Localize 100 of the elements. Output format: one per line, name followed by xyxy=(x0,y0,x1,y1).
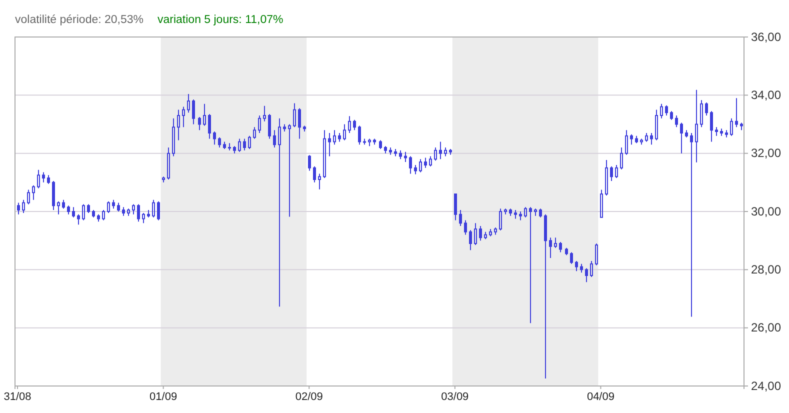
candlestick xyxy=(198,116,201,131)
candlestick xyxy=(539,208,542,218)
candlestick xyxy=(519,211,522,221)
x-tick-label: 04/09 xyxy=(586,390,614,403)
candlestick xyxy=(559,242,562,253)
candlestick xyxy=(524,206,527,218)
candlestick xyxy=(419,158,422,173)
candlestick xyxy=(384,146,387,154)
candlestick xyxy=(740,122,743,131)
candlestick xyxy=(700,100,703,128)
candlestick xyxy=(414,164,417,175)
candlestick xyxy=(288,124,291,218)
candlestick xyxy=(645,132,648,142)
candlestick xyxy=(92,210,95,218)
candlestick xyxy=(570,252,573,264)
candlestick xyxy=(323,130,326,179)
candlestick xyxy=(399,150,402,160)
candlestick xyxy=(328,132,331,157)
candlestick xyxy=(404,151,407,163)
candlestick xyxy=(77,214,80,226)
candlestick xyxy=(464,220,467,236)
candlestick xyxy=(655,109,658,141)
candlestick xyxy=(218,136,221,148)
candlestick xyxy=(228,142,231,151)
candlestick xyxy=(620,147,623,170)
candlestick xyxy=(283,124,286,132)
candlestick xyxy=(152,199,155,218)
candlestick xyxy=(298,108,301,140)
candlestick xyxy=(580,263,583,274)
candlestick xyxy=(379,140,382,150)
candlestick xyxy=(635,135,638,144)
candlestick xyxy=(313,166,316,183)
candlestick xyxy=(730,118,733,136)
candlestick xyxy=(514,210,517,220)
candlestick xyxy=(343,124,346,141)
candlestick xyxy=(338,132,341,142)
y-tick-label: 36,00 xyxy=(751,30,782,44)
candlestick xyxy=(248,135,251,150)
candlestick xyxy=(715,126,718,136)
candlestick xyxy=(142,212,145,224)
candlestick xyxy=(208,114,211,140)
candlestick xyxy=(112,199,115,210)
y-tick-label: 32,00 xyxy=(751,146,782,160)
candlestick xyxy=(273,130,276,148)
candlestick xyxy=(67,205,70,215)
candlestick xyxy=(630,134,633,146)
candlestick xyxy=(680,122,683,154)
candlestick xyxy=(122,206,125,216)
candlestick xyxy=(278,118,281,308)
x-tick-label: 31/08 xyxy=(4,390,32,403)
candlestick xyxy=(147,210,150,218)
y-tick-label: 30,00 xyxy=(751,204,782,218)
candlestick xyxy=(675,115,678,128)
candlestick xyxy=(27,189,30,205)
candlestick xyxy=(107,200,110,214)
candlestick xyxy=(157,200,160,221)
candlestick xyxy=(97,214,100,222)
candlestick xyxy=(72,206,75,218)
candlestick xyxy=(308,154,311,172)
candlestick xyxy=(650,132,653,146)
candlestick xyxy=(509,208,512,216)
candlestick xyxy=(685,130,688,138)
candlestick xyxy=(37,169,40,189)
candlestick xyxy=(258,115,261,134)
candlestick xyxy=(132,204,135,215)
candlestick xyxy=(263,105,266,122)
candlestick xyxy=(529,206,532,324)
candlestick xyxy=(665,104,668,116)
candlestick xyxy=(554,237,557,248)
candlestick xyxy=(57,200,60,215)
candlestick xyxy=(424,157,427,168)
candlestick xyxy=(213,131,216,146)
candlestick xyxy=(177,109,180,141)
candlestick xyxy=(243,138,246,151)
candlestick xyxy=(353,119,356,131)
text: volatilité période: 20,53% xyxy=(15,14,144,26)
candlestick xyxy=(82,204,85,221)
candlestick xyxy=(499,208,502,231)
candlestick xyxy=(640,138,643,146)
candlestick xyxy=(52,180,55,211)
x-tick-label: 03/09 xyxy=(441,390,469,403)
candlestick xyxy=(444,147,447,157)
candlestick xyxy=(469,230,472,251)
candlestick xyxy=(449,148,452,156)
candlestick xyxy=(710,110,713,142)
candlestick xyxy=(544,214,547,379)
candlestick xyxy=(595,242,598,266)
candlestick xyxy=(172,118,175,157)
candlestick xyxy=(454,194,457,221)
candlestick xyxy=(42,172,45,183)
candlestick xyxy=(429,156,432,167)
x-tick-label: 01/09 xyxy=(150,390,178,403)
candlestick xyxy=(358,125,361,146)
candlestick xyxy=(102,210,105,221)
candlestick xyxy=(17,202,20,215)
candlestick xyxy=(368,138,371,147)
candlestick xyxy=(238,138,241,152)
candlestick xyxy=(670,110,673,120)
y-tick-label: 24,00 xyxy=(751,378,782,393)
candlestick xyxy=(187,94,190,114)
